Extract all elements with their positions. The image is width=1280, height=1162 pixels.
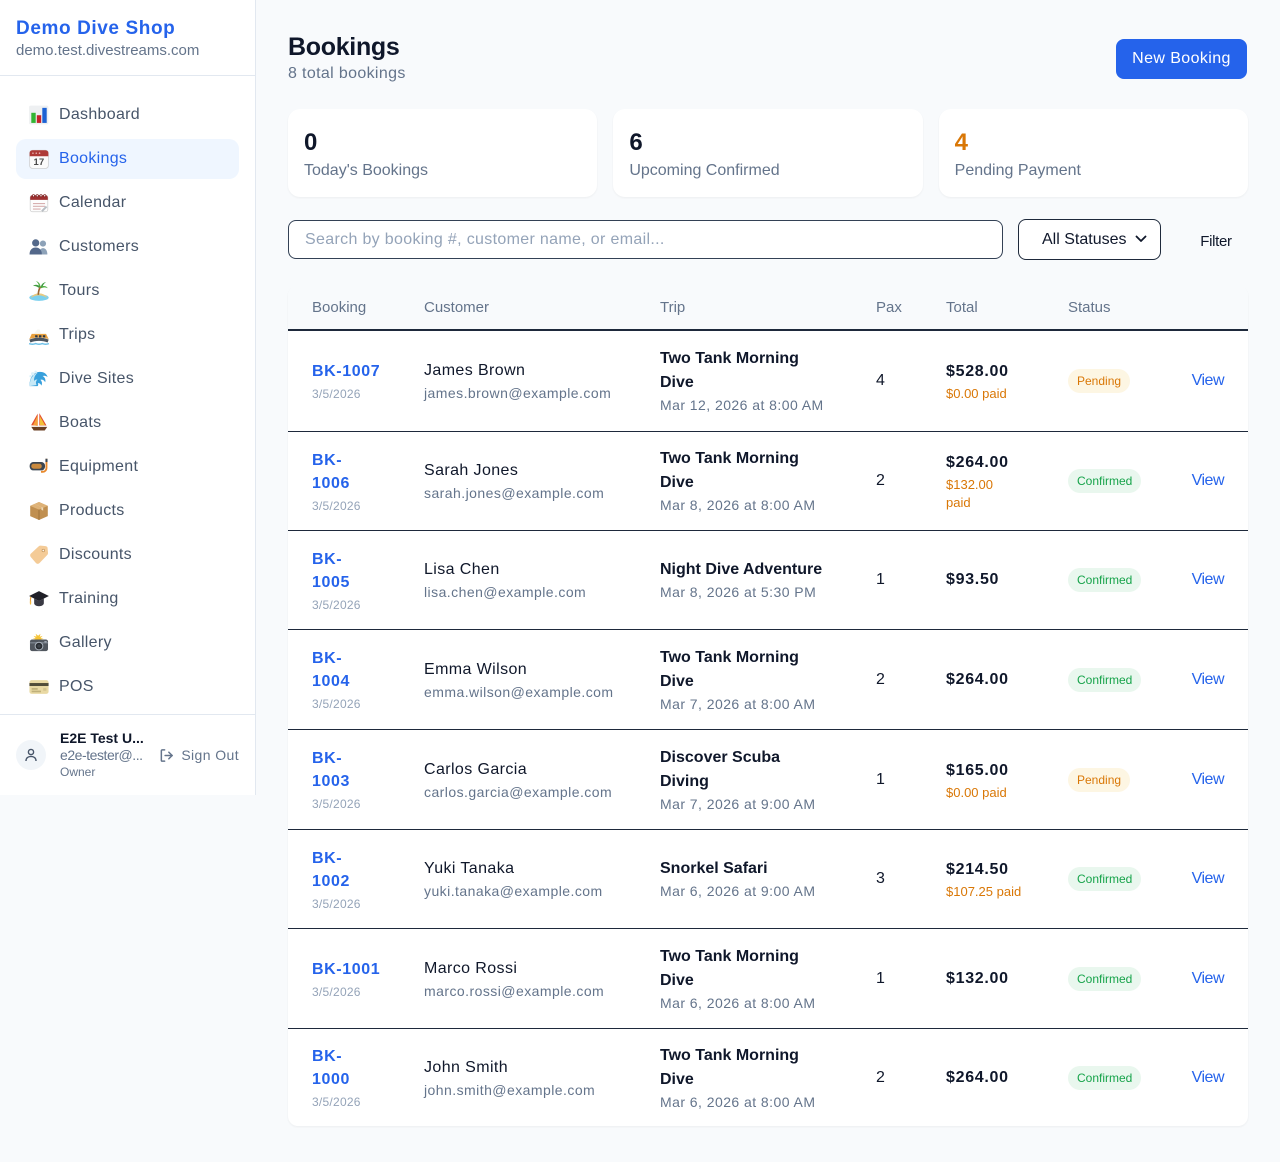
svg-text:17: 17: [33, 157, 44, 167]
